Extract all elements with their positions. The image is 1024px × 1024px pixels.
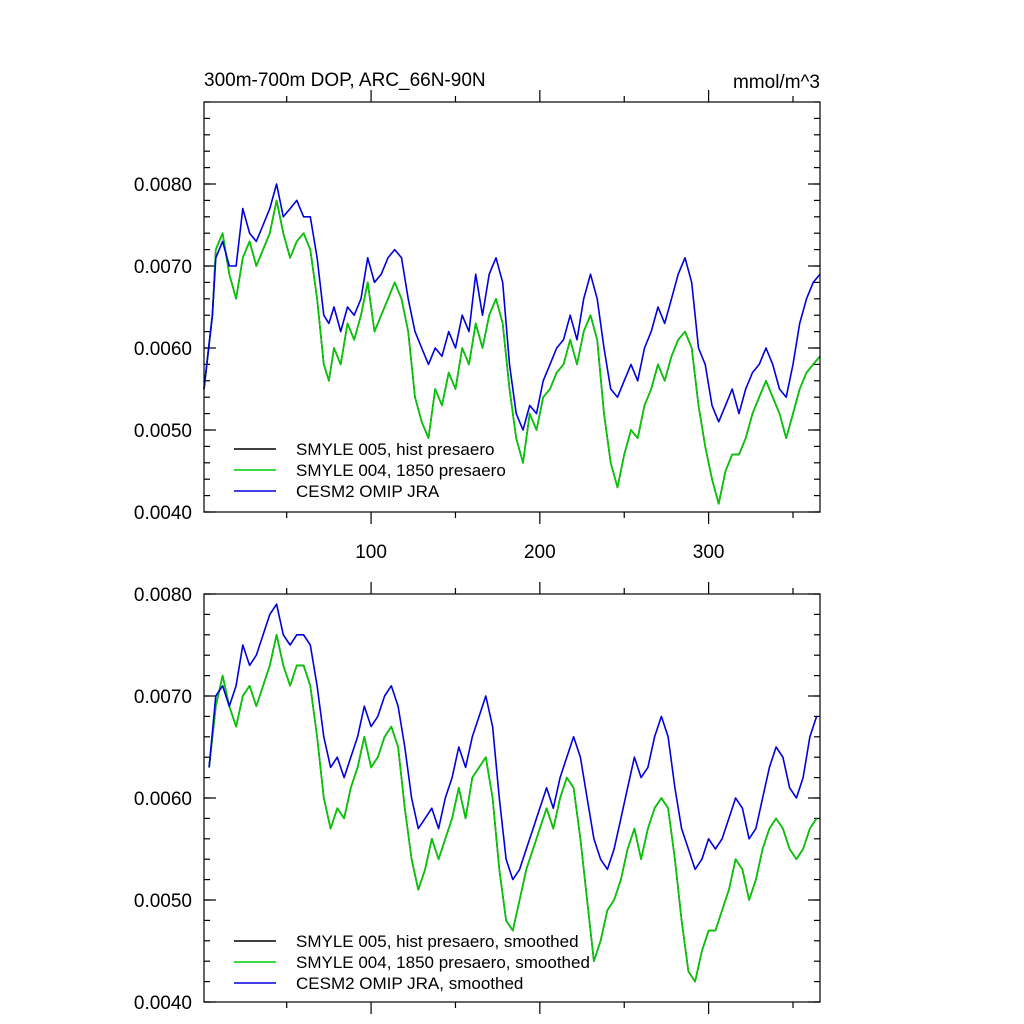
units-label: mmol/m^3 (733, 72, 820, 93)
x-tick-label: 300 (693, 542, 725, 563)
legend-label: SMYLE 005, hist presaero, smoothed (296, 932, 579, 951)
y-tick-label: 0.0060 (134, 339, 192, 360)
x-tick-labels: 100 200 300 (355, 542, 724, 563)
series-lines (203, 183, 821, 505)
series-lines (208, 603, 818, 983)
series-line (203, 183, 821, 431)
y-tick-label: 0.0050 (134, 891, 192, 912)
series-line (208, 633, 818, 983)
y-tick-label: 0.0070 (134, 687, 192, 708)
legend: SMYLE 005, hist presaero, smoothed SMYLE… (234, 932, 590, 993)
legend-label: CESM2 OMIP JRA, smoothed (296, 974, 523, 993)
x-tick-label: 200 (524, 542, 556, 563)
y-tick-labels: 0.0040 0.0050 0.0060 0.0070 0.0080 (134, 585, 192, 1014)
y-tick-label: 0.0040 (134, 503, 192, 524)
y-tick-label: 0.0080 (134, 175, 192, 196)
series-line (203, 199, 821, 505)
chart-title: 300m-700m DOP, ARC_66N-90N (204, 70, 486, 91)
legend-label: SMYLE 004, 1850 presaero (296, 461, 506, 480)
plot-frame (203, 593, 821, 1003)
series-line (208, 603, 818, 881)
y-tick-label: 0.0060 (134, 789, 192, 810)
y-tick-label: 0.0050 (134, 421, 192, 442)
y-tick-label: 0.0080 (134, 585, 192, 606)
legend-label: SMYLE 004, 1850 presaero, smoothed (296, 953, 590, 972)
y-tick-label: 0.0070 (134, 257, 192, 278)
plot-frame (203, 101, 821, 513)
legend-label: CESM2 OMIP JRA (296, 482, 440, 501)
x-tick-label: 100 (355, 542, 387, 563)
y-tick-label: 0.0040 (134, 993, 192, 1014)
panel-smoothed: 0.0040 0.0050 0.0060 0.0070 0.0080 SMYLE 005… (134, 582, 821, 1014)
panel-raw: 300m-700m DOP, ARC_66N-90N mmol/m^3 0.00… (134, 70, 821, 563)
legend-label: SMYLE 005, hist presaero (296, 440, 494, 459)
legend: SMYLE 005, hist presaero SMYLE 004, 1850… (234, 440, 506, 501)
y-tick-labels: 0.0040 0.0050 0.0060 0.0070 0.0080 (134, 175, 192, 524)
